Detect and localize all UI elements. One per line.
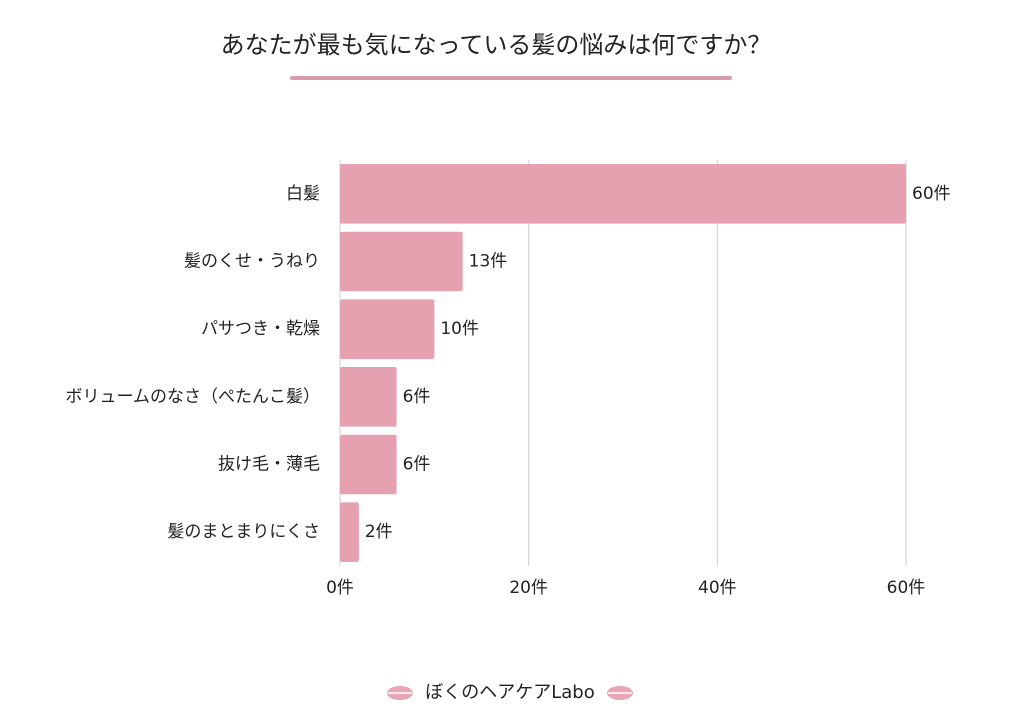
chart-title: あなたが最も気になっている髪の悩みは何ですか？ — [221, 31, 772, 59]
value-label: 13件 — [469, 252, 508, 272]
x-tick-label: 40件 — [698, 578, 737, 598]
footer-text: ぼくのヘアケアLabo — [425, 682, 595, 703]
bar — [340, 299, 435, 359]
category-label: 白髪 — [286, 184, 320, 204]
x-tick-label: 0件 — [326, 578, 354, 598]
bar — [340, 164, 906, 224]
value-label: 2件 — [365, 522, 393, 542]
value-label: 10件 — [440, 319, 479, 339]
bar — [340, 434, 397, 495]
value-label: 6件 — [403, 455, 431, 475]
footer-logo: ぼくのヘアケアLabo — [387, 682, 633, 703]
category-label: 抜け毛・薄毛 — [218, 455, 320, 475]
bar — [340, 231, 463, 292]
category-label: 髪のまとまりにくさ — [167, 522, 320, 542]
x-tick-label: 20件 — [509, 578, 548, 598]
x-tick-label: 60件 — [887, 578, 926, 598]
value-label: 6件 — [403, 387, 431, 407]
category-label: ボリュームのなさ（ぺたんこ髪） — [66, 387, 321, 407]
category-label: 髪のくせ・うねり — [184, 252, 320, 272]
value-label: 60件 — [912, 184, 951, 204]
bar — [340, 502, 359, 562]
category-label: パサつき・乾燥 — [201, 319, 320, 339]
bar — [340, 367, 397, 427]
